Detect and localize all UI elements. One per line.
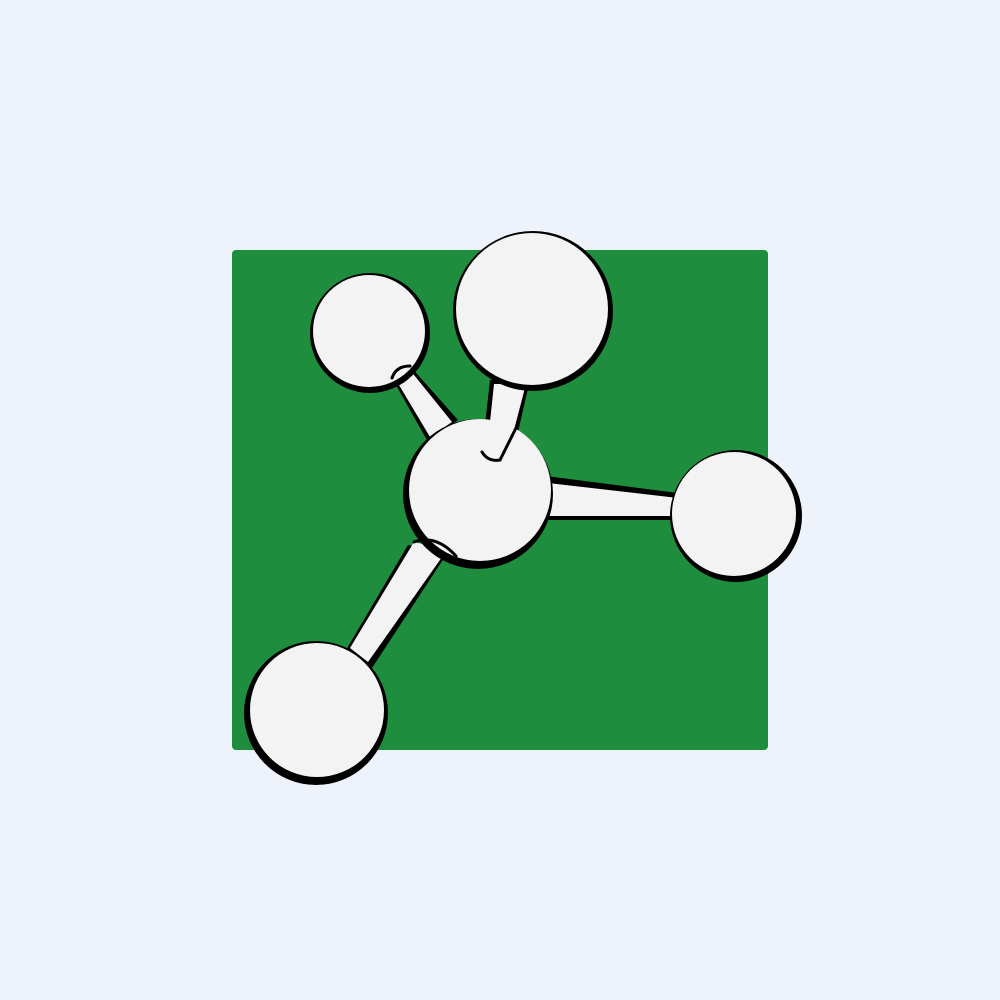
right-atom bbox=[670, 450, 802, 582]
bond-bottom-left-joint bbox=[412, 538, 458, 558]
bottom-left-atom bbox=[244, 641, 388, 785]
bond-bottom-left bbox=[346, 542, 448, 668]
molecule-icon bbox=[244, 231, 802, 785]
bond-top-left-joint bbox=[390, 364, 412, 380]
bond-right bbox=[546, 476, 688, 520]
central-atom bbox=[403, 419, 553, 569]
top-atom bbox=[453, 231, 613, 391]
top-left-atom bbox=[310, 273, 430, 393]
bond-top-joint bbox=[480, 426, 518, 462]
bond-top-left bbox=[392, 366, 458, 442]
